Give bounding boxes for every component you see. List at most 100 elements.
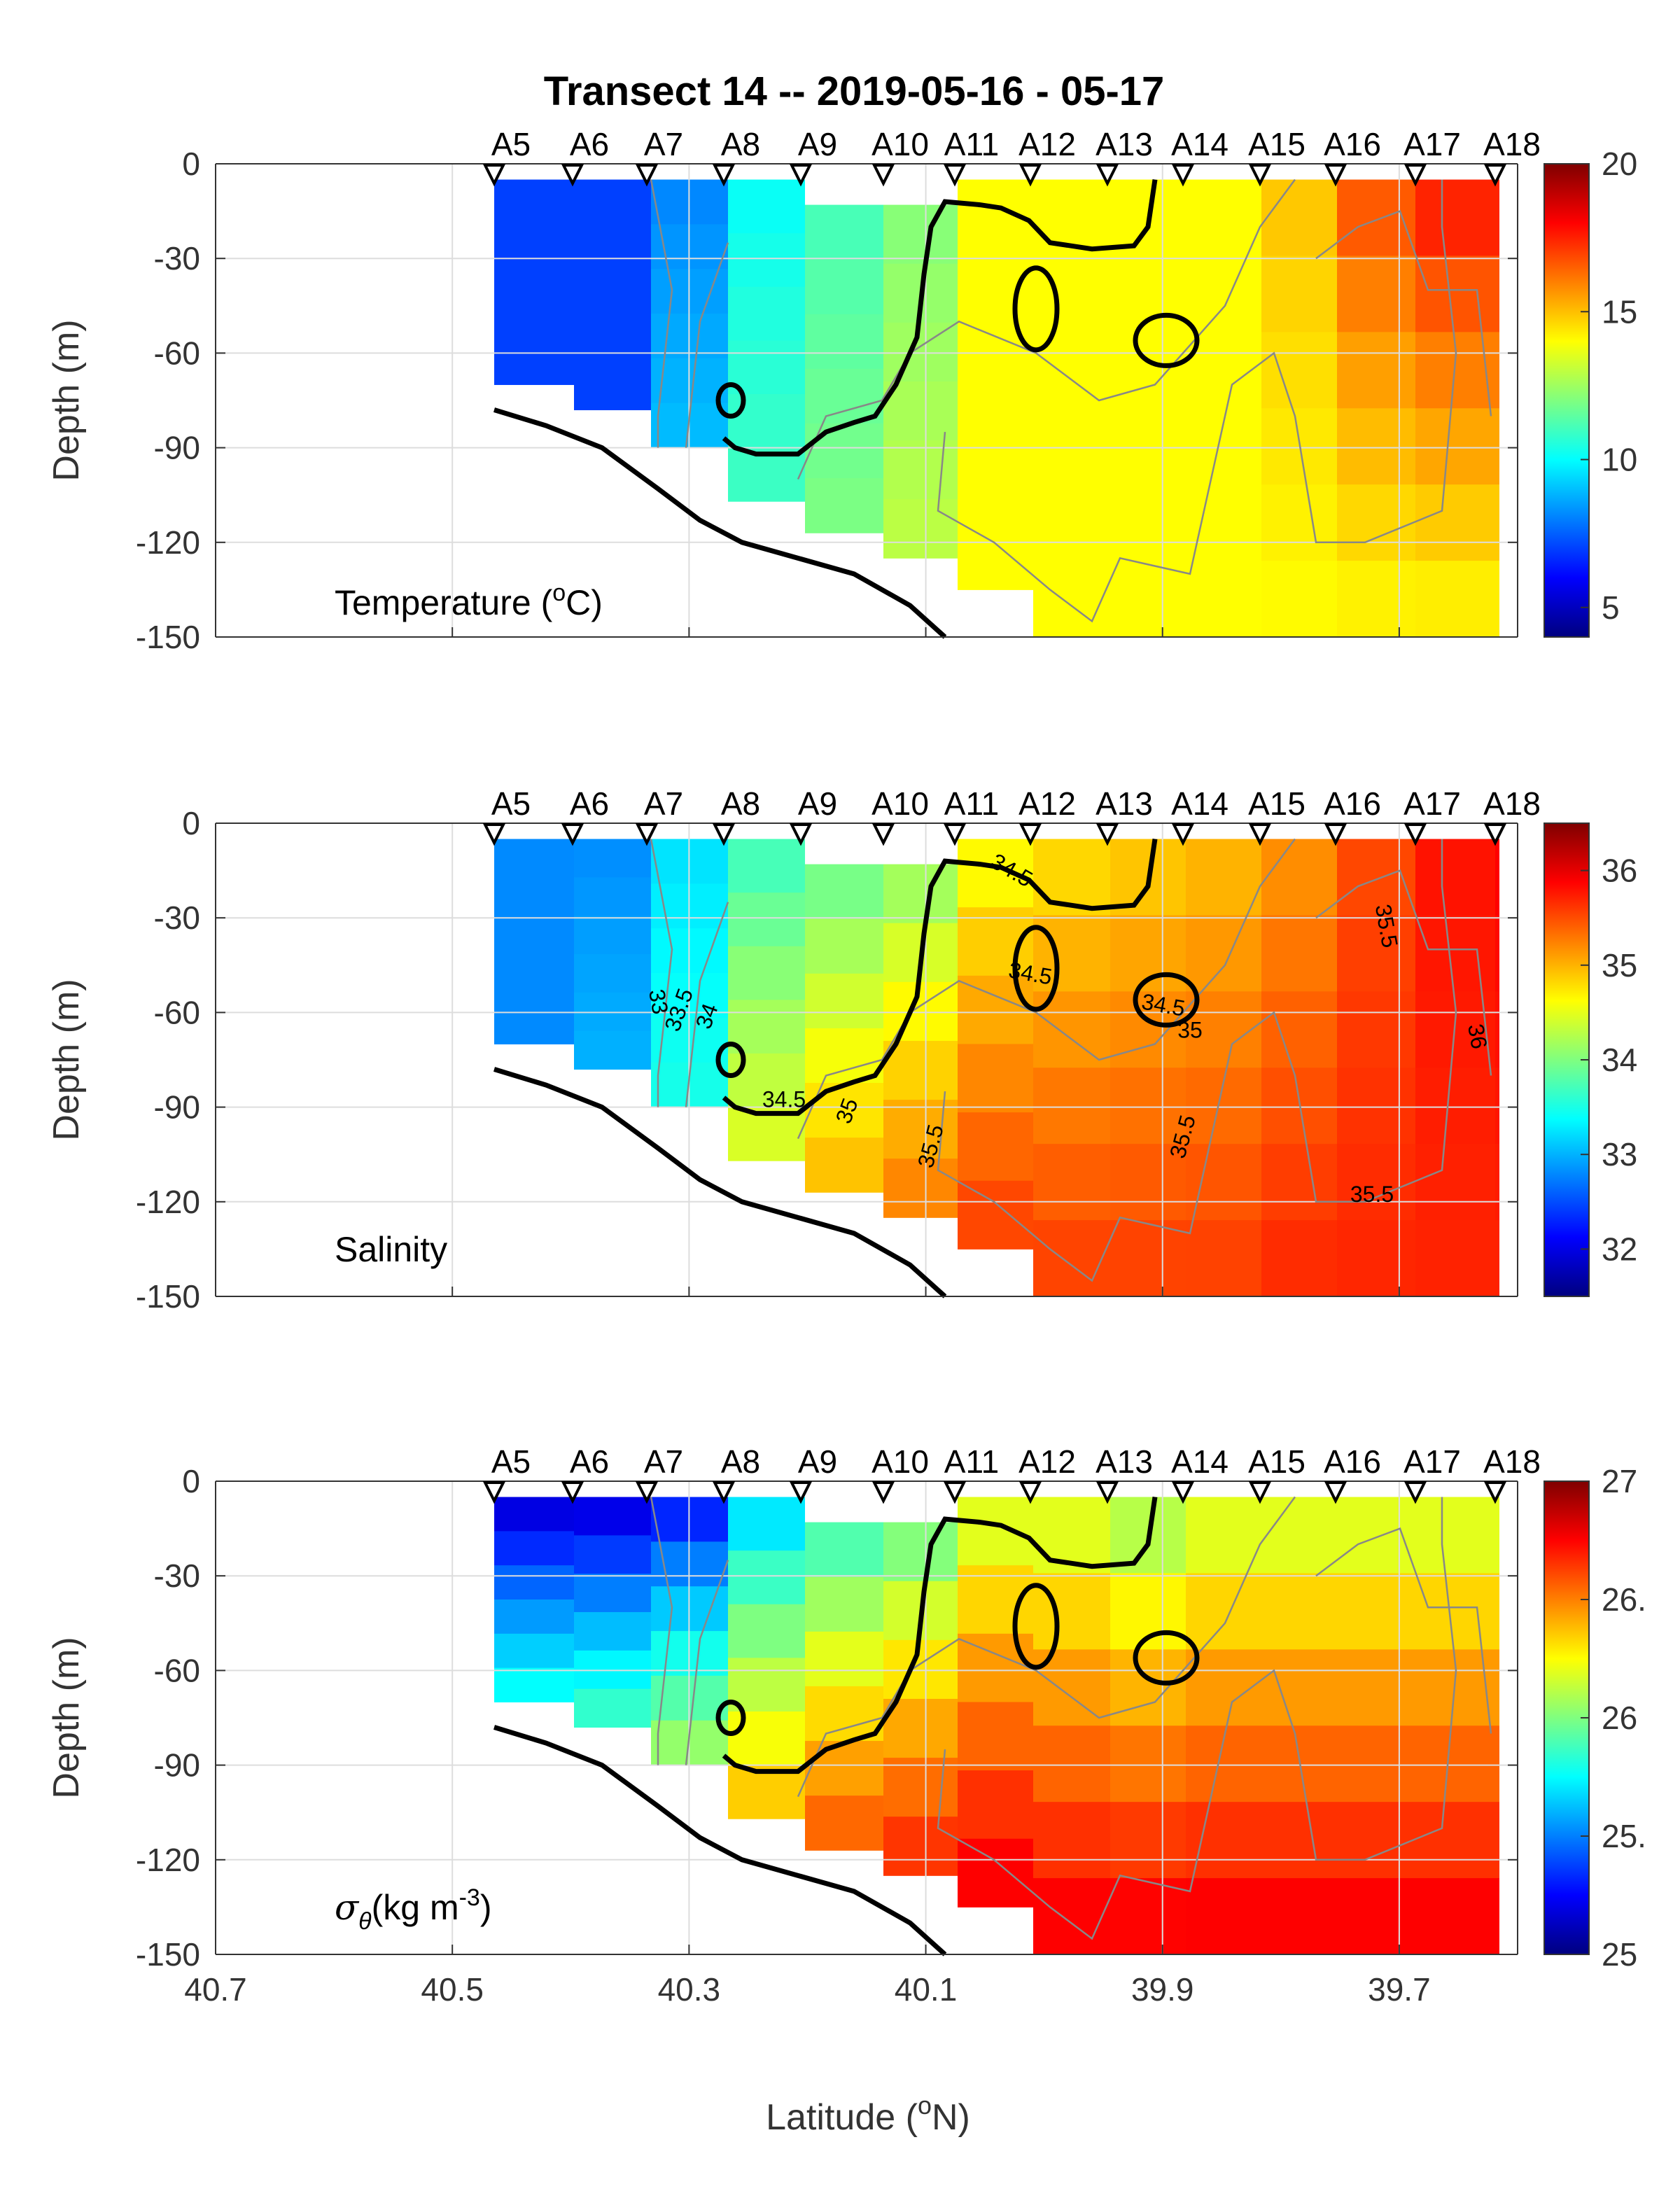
sigma-heatmap-cell — [883, 1698, 958, 1758]
station-marker — [1096, 164, 1119, 187]
sigma-heatmap-cell — [1495, 1573, 1499, 1650]
salinity-heatmap-cell — [574, 839, 651, 878]
station-label: A15 — [1248, 785, 1306, 822]
station-label: A15 — [1248, 126, 1306, 162]
temperature-heatmap-cell — [494, 179, 574, 214]
temperature-heatmap-cell — [1495, 255, 1499, 332]
sigma-heatmap-cell — [728, 1765, 805, 1819]
salinity-heatmap-cell — [883, 981, 958, 1042]
station-label: A14 — [1171, 126, 1228, 162]
sigma-heatmap-cell — [1337, 1573, 1415, 1650]
station-marker — [1404, 164, 1427, 187]
station-label: A17 — [1404, 126, 1461, 162]
colorbar-tick-label: 26. — [1602, 1581, 1646, 1618]
front-contour-line — [722, 839, 1158, 1116]
station-marker — [1171, 1481, 1195, 1504]
station-label: A10 — [872, 1443, 929, 1480]
station-marker — [561, 164, 584, 187]
temperature-heatmap-cell — [883, 322, 958, 382]
salinity-heatmap-cell — [494, 1009, 574, 1044]
sigma-heatmap-cell — [494, 1565, 574, 1600]
station-marker — [482, 823, 506, 846]
station-marker — [712, 164, 736, 187]
sigma-contours — [650, 1496, 1492, 1940]
contour-label: 34.5 — [762, 1087, 806, 1112]
temperature-heatmap-cell — [805, 368, 883, 424]
salinity-heatmap-cell — [1261, 1220, 1337, 1297]
sigma-heatmap-cell — [1033, 1497, 1110, 1574]
salinity-heatmap-cell — [1261, 839, 1337, 916]
salinity-heatmap — [494, 839, 1499, 1297]
temperature-heatmap-cell — [574, 218, 651, 257]
station-label: A14 — [1171, 785, 1228, 822]
sigma-heatmap-cell — [1261, 1649, 1337, 1726]
y-tick-label: -30 — [154, 899, 200, 936]
station-marker — [561, 823, 584, 846]
station-marker — [712, 1481, 736, 1504]
gray-contour-line — [685, 242, 729, 448]
sigma-bathymetry-line — [493, 1725, 947, 1956]
salinity-heatmap-cell — [883, 1100, 958, 1159]
station-marker — [1018, 823, 1042, 846]
sigma-heatmap-cell — [1110, 1802, 1186, 1879]
colorbar-tick-label: 26 — [1602, 1700, 1637, 1736]
salinity-heatmap-cell — [1186, 839, 1261, 916]
salinity-front-contour — [715, 839, 1200, 1116]
sigma-heatmap-cell — [574, 1574, 651, 1613]
salinity-heatmap-cell — [1033, 1144, 1110, 1221]
colorbar-tick-label: 32 — [1602, 1231, 1637, 1267]
temperature-heatmap — [494, 179, 1499, 638]
temperature-heatmap-cell — [958, 453, 1033, 522]
salinity-panel: 0 -30 -60 -90 -120 -150 Depth (m) A5 A6 A7 A8 A9 A10… — [46, 785, 1637, 1315]
temperature-heatmap-cell — [1337, 561, 1415, 638]
salinity-heatmap-cell — [1110, 1144, 1186, 1221]
temperature-heatmap-cell — [1186, 179, 1261, 256]
salinity-heatmap-cell — [1261, 1144, 1337, 1221]
temperature-heatmap-cell — [1495, 408, 1499, 485]
station-label: A16 — [1324, 785, 1381, 822]
station-label: A15 — [1248, 1443, 1306, 1480]
sigma-heatmap-cell — [1495, 1802, 1499, 1879]
y-tick-label: -30 — [154, 1558, 200, 1594]
salinity-heatmap-cell — [494, 907, 574, 942]
y-tick-label: -90 — [154, 1089, 200, 1126]
station-marker — [872, 823, 895, 846]
temperature-heatmap-cell — [1261, 332, 1337, 409]
temperature-heatmap-cell — [1186, 561, 1261, 638]
colorbar-tick-label: 35 — [1602, 947, 1637, 983]
station-label: A5 — [491, 126, 531, 162]
temperature-heatmap-cell — [1415, 561, 1495, 638]
salinity-heatmap-cell — [805, 1028, 883, 1084]
temperature-heatmap-cell — [574, 256, 651, 295]
sigma-heatmap-cell — [1033, 1573, 1110, 1650]
salinity-heatmap-cell — [574, 1030, 651, 1070]
temperature-heatmap-cell — [958, 316, 1033, 385]
sigma-heatmap — [494, 1497, 1499, 1955]
salinity-heatmap-cell — [1033, 915, 1110, 992]
sigma-heatmap-cell — [958, 1770, 1033, 1840]
station-marker — [1483, 1481, 1507, 1504]
colorbar-tick-label: 10 — [1602, 442, 1637, 478]
contour-label: 35.5 — [1350, 1182, 1394, 1207]
gray-contour-line — [797, 1496, 1296, 1798]
eddy-contour — [1012, 925, 1060, 1012]
temperature-contours — [650, 178, 1492, 623]
salinity-heatmap-cell — [1110, 1220, 1186, 1297]
gray-contour-line — [1315, 1527, 1492, 1734]
station-label: A11 — [944, 785, 999, 822]
sigma-heatmap-cell — [1415, 1573, 1495, 1650]
x-tick-label: 40.1 — [895, 1971, 958, 2008]
station-label: A10 — [872, 126, 929, 162]
sigma-heatmap-cell — [1495, 1878, 1499, 1955]
temperature-bathymetry-line — [493, 407, 947, 639]
eddy-contour — [715, 1699, 746, 1737]
gray-contour-line — [797, 178, 1296, 480]
temperature-heatmap-cell — [494, 214, 574, 248]
x-tick-label: 40.3 — [658, 1971, 721, 2008]
front-contour-line — [722, 1497, 1158, 1774]
station-label: A7 — [644, 1443, 683, 1480]
station-marker — [1324, 164, 1348, 187]
salinity-heatmap-cell — [1337, 839, 1415, 916]
temperature-heatmap-cell — [1337, 484, 1415, 561]
